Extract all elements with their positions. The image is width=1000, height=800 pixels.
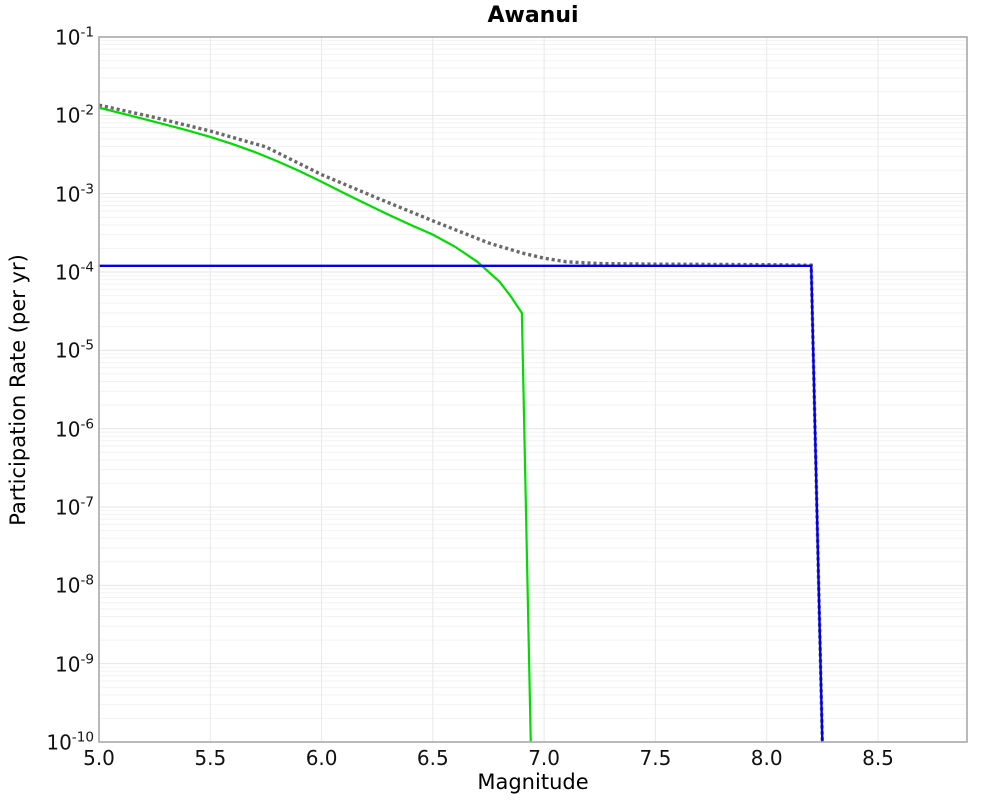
y-tick-label: 10-10: [46, 729, 94, 755]
x-tick-label: 7.5: [639, 746, 672, 770]
x-tick-label: 5.0: [83, 746, 115, 770]
y-tick-label: 10-1: [54, 24, 94, 50]
x-tick-label: 8.0: [750, 746, 783, 770]
series-gray-dotted-curve: [98, 103, 825, 743]
x-tick-label: 5.5: [194, 746, 227, 770]
y-tick-label: 10-2: [54, 102, 94, 128]
y-tick-exponent: -6: [80, 416, 94, 433]
y-tick-label: 10-3: [54, 181, 94, 207]
series-green-curve: [98, 106, 532, 743]
y-tick-exponent: -4: [80, 259, 94, 276]
plot-frame: [98, 36, 968, 743]
y-tick-label: 10-5: [54, 337, 94, 363]
y-tick-label: 10-6: [54, 416, 94, 442]
y-tick-label: 10-4: [54, 259, 94, 285]
y-axis-label: Participation Rate (per yr): [6, 254, 30, 526]
y-tick-exponent: -5: [80, 337, 94, 354]
y-tick-exponent: -9: [80, 651, 94, 668]
y-tick-label: 10-8: [54, 572, 94, 598]
y-tick-exponent: -7: [80, 494, 94, 511]
y-tick-label: 10-7: [54, 494, 94, 520]
y-tick-exponent: -8: [80, 572, 94, 589]
x-axis-label: Magnitude: [477, 770, 589, 794]
y-tick-exponent: -3: [80, 181, 94, 198]
x-tick-label: 7.0: [528, 746, 560, 770]
x-tick-label: 6.5: [416, 746, 449, 770]
y-tick-exponent: -10: [71, 729, 94, 746]
y-tick-exponent: -1: [80, 24, 94, 41]
chart-title: Awanui: [487, 3, 579, 28]
x-tick-label: 8.5: [862, 746, 894, 770]
x-tick-label: 6.0: [305, 746, 338, 770]
y-tick-label: 10-9: [54, 651, 94, 677]
y-tick-exponent: -2: [80, 102, 94, 119]
series-blue-line: [99, 264, 824, 743]
